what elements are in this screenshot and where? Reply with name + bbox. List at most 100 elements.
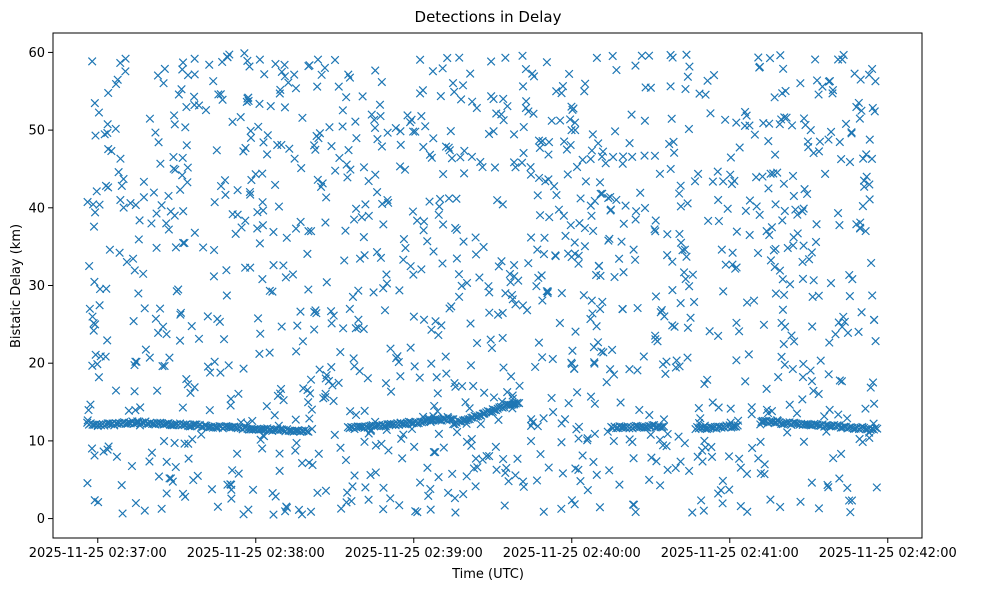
data-point bbox=[468, 381, 478, 391]
data-point bbox=[432, 373, 441, 382]
data-point bbox=[165, 353, 174, 362]
y-axis: 0 10 20 30 40 50 60 bbox=[28, 46, 53, 527]
data-point bbox=[152, 209, 161, 218]
data-point bbox=[734, 327, 744, 336]
data-point bbox=[864, 70, 874, 79]
data-point bbox=[571, 327, 580, 336]
data-point bbox=[747, 402, 756, 412]
data-point bbox=[88, 200, 98, 209]
data-point bbox=[633, 366, 642, 375]
data-point bbox=[713, 195, 723, 205]
data-point bbox=[765, 230, 774, 240]
data-point bbox=[156, 159, 165, 168]
data-point bbox=[631, 215, 640, 224]
data-point bbox=[640, 151, 649, 160]
data-point bbox=[391, 353, 401, 363]
data-point bbox=[558, 81, 568, 91]
data-point bbox=[762, 226, 771, 236]
data-point bbox=[486, 335, 495, 344]
data-point bbox=[411, 127, 420, 136]
data-point bbox=[798, 372, 808, 382]
data-point bbox=[486, 57, 496, 66]
data-point bbox=[684, 124, 694, 134]
data-point bbox=[266, 101, 275, 111]
data-point bbox=[379, 220, 388, 229]
data-point bbox=[834, 410, 843, 419]
data-point bbox=[220, 175, 230, 185]
data-point bbox=[854, 98, 864, 108]
data-point bbox=[298, 113, 307, 123]
data-point bbox=[160, 361, 169, 371]
data-point bbox=[580, 79, 590, 88]
data-point bbox=[596, 189, 605, 199]
data-point bbox=[383, 195, 392, 205]
data-point bbox=[121, 54, 130, 63]
data-point bbox=[668, 53, 677, 62]
data-point bbox=[445, 146, 455, 155]
data-point bbox=[478, 162, 487, 172]
data-point bbox=[630, 255, 640, 265]
data-point bbox=[589, 457, 598, 467]
data-point bbox=[494, 262, 504, 271]
data-point bbox=[847, 496, 857, 505]
data-point bbox=[194, 334, 204, 344]
data-point bbox=[796, 78, 805, 88]
data-point bbox=[410, 362, 419, 371]
data-point bbox=[391, 123, 401, 133]
data-point bbox=[683, 323, 693, 332]
data-point bbox=[587, 211, 596, 221]
data-point bbox=[858, 154, 868, 163]
data-point bbox=[766, 256, 776, 265]
data-point bbox=[214, 90, 223, 99]
data-point bbox=[858, 437, 867, 447]
data-point bbox=[557, 437, 566, 447]
data-point bbox=[255, 239, 265, 248]
data-point bbox=[178, 238, 188, 248]
data-point bbox=[296, 163, 306, 173]
data-point bbox=[162, 329, 171, 339]
data-point bbox=[456, 95, 466, 104]
data-point bbox=[542, 57, 552, 67]
data-point bbox=[395, 162, 405, 171]
x-tick-label: 2025-11-25 02:42:00 bbox=[819, 546, 957, 561]
data-point bbox=[631, 207, 641, 216]
data-point bbox=[825, 338, 834, 347]
data-point bbox=[359, 163, 369, 172]
data-point bbox=[103, 88, 113, 98]
data-point bbox=[236, 112, 245, 122]
data-point bbox=[714, 403, 723, 412]
data-point bbox=[590, 359, 599, 368]
data-point bbox=[471, 482, 480, 491]
data-point bbox=[369, 288, 378, 297]
data-point bbox=[169, 164, 178, 173]
data-point bbox=[533, 191, 542, 200]
data-point bbox=[458, 489, 468, 499]
data-point bbox=[515, 381, 524, 391]
data-point bbox=[245, 263, 255, 272]
data-point bbox=[461, 397, 470, 407]
data-point bbox=[119, 203, 128, 212]
data-point bbox=[825, 76, 835, 86]
data-point bbox=[376, 111, 385, 121]
data-point bbox=[396, 434, 406, 443]
data-point bbox=[457, 381, 467, 391]
data-point bbox=[409, 270, 418, 279]
data-point bbox=[479, 388, 489, 397]
data-point bbox=[504, 476, 513, 486]
data-point bbox=[438, 169, 448, 179]
data-point bbox=[629, 454, 638, 463]
data-point bbox=[567, 252, 576, 262]
data-point bbox=[848, 274, 857, 284]
data-point bbox=[674, 189, 684, 198]
data-point bbox=[563, 170, 573, 179]
data-point bbox=[400, 165, 410, 174]
data-point bbox=[217, 57, 227, 67]
data-point bbox=[131, 200, 141, 210]
data-point bbox=[506, 277, 515, 287]
data-point bbox=[190, 383, 199, 392]
data-point bbox=[91, 131, 100, 140]
data-point bbox=[823, 480, 832, 490]
data-point bbox=[544, 463, 553, 472]
data-point bbox=[177, 85, 186, 94]
data-point bbox=[292, 438, 301, 448]
